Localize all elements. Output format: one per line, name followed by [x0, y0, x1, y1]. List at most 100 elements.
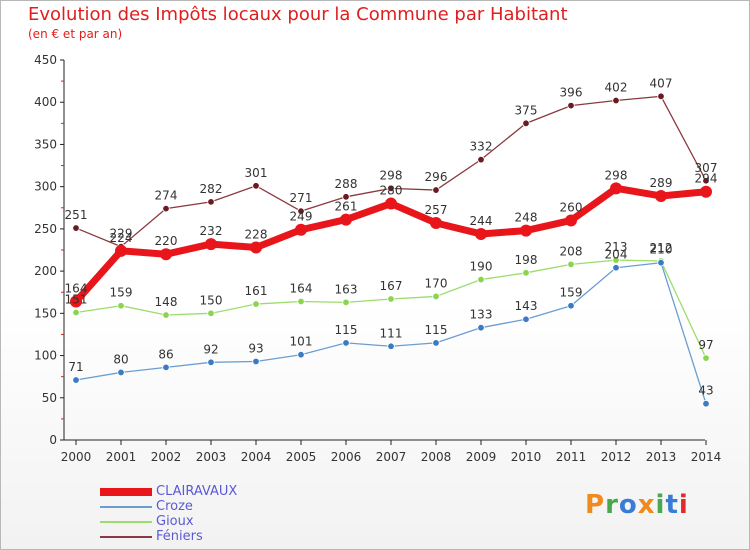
- data-point: [117, 368, 125, 377]
- data-label: 232: [200, 224, 223, 238]
- data-point: [340, 213, 352, 226]
- logo-letter: o: [618, 490, 638, 520]
- x-tick-label: 2014: [691, 450, 722, 464]
- legend-label: Gioux: [156, 514, 194, 529]
- data-point: [160, 248, 172, 261]
- y-tick-label: 300: [34, 180, 57, 194]
- logo-letter: P: [585, 490, 606, 520]
- logo-letter: i: [655, 490, 666, 520]
- legend-swatch: [100, 487, 152, 496]
- data-label: 212: [650, 241, 673, 255]
- legend-label: Féniers: [156, 529, 203, 544]
- data-point: [162, 363, 170, 372]
- data-label: 261: [335, 200, 358, 214]
- data-label: 249: [290, 210, 313, 224]
- x-tick-label: 2001: [106, 450, 137, 464]
- legend-item: CLAIRAVAUX: [100, 484, 237, 499]
- data-point: [477, 323, 485, 332]
- data-label: 228: [245, 227, 268, 241]
- data-label: 97: [698, 338, 713, 352]
- data-point: [387, 184, 395, 193]
- data-label: 101: [290, 335, 313, 349]
- data-label: 244: [470, 214, 493, 228]
- data-point: [117, 302, 125, 310]
- data-label: 115: [335, 323, 358, 337]
- legend-label: Croze: [156, 499, 193, 514]
- logo-letter: x: [637, 490, 656, 520]
- data-point: [342, 298, 350, 307]
- y-tick-label: 450: [34, 53, 57, 67]
- data-point: [565, 214, 577, 227]
- data-point: [522, 315, 530, 323]
- data-point: [162, 311, 170, 319]
- data-point: [387, 342, 395, 350]
- legend-item: Croze: [100, 499, 237, 514]
- data-label: 148: [155, 295, 178, 309]
- data-point: [70, 295, 82, 308]
- chart-legend: CLAIRAVAUX Croze Gioux Féniers: [100, 484, 237, 544]
- x-tick-label: 2000: [61, 450, 92, 464]
- data-label: 396: [560, 86, 583, 100]
- x-tick-label: 2012: [601, 450, 632, 464]
- data-point: [432, 339, 440, 347]
- data-point: [252, 357, 260, 366]
- data-point: [162, 204, 170, 213]
- data-label: 86: [158, 347, 173, 361]
- data-point: [477, 275, 485, 284]
- data-point: [567, 302, 575, 310]
- chart-subtitle: (en € et par an): [28, 27, 123, 41]
- data-point: [522, 119, 530, 128]
- data-label: 332: [470, 140, 493, 154]
- data-point: [475, 227, 487, 240]
- data-label: 71: [68, 360, 83, 374]
- data-label: 248: [515, 211, 538, 225]
- data-label: 301: [245, 166, 268, 180]
- data-label: 280: [380, 184, 403, 198]
- x-tick-label: 2007: [376, 450, 407, 464]
- x-tick-label: 2010: [511, 450, 542, 464]
- data-point: [342, 193, 350, 201]
- data-point: [477, 155, 485, 164]
- legend-swatch: [100, 535, 152, 538]
- data-point: [297, 297, 305, 306]
- data-label: 190: [470, 260, 493, 274]
- data-label: 115: [425, 323, 448, 337]
- data-label: 213: [605, 240, 628, 254]
- legend-label: CLAIRAVAUX: [156, 484, 238, 499]
- data-label: 210: [650, 243, 673, 257]
- data-point: [657, 258, 665, 267]
- data-point: [342, 339, 350, 347]
- data-label: 257: [425, 203, 448, 217]
- x-tick-label: 2002: [151, 450, 182, 464]
- data-label: 111: [380, 326, 403, 340]
- data-label: 161: [245, 284, 268, 298]
- data-point: [72, 308, 80, 317]
- data-point: [612, 256, 620, 264]
- data-point: [250, 241, 262, 254]
- y-tick-label: 0: [49, 433, 57, 447]
- data-label: 163: [335, 282, 358, 296]
- data-point: [387, 295, 395, 303]
- data-label: 80: [113, 352, 128, 366]
- data-point: [567, 101, 575, 110]
- logo-letter: i: [678, 490, 689, 520]
- data-point: [385, 197, 397, 210]
- data-label: 43: [698, 384, 713, 398]
- data-label: 274: [155, 189, 178, 203]
- y-tick-label: 50: [42, 391, 57, 405]
- data-point: [207, 198, 215, 206]
- data-point: [612, 96, 620, 105]
- data-label: 298: [605, 168, 628, 182]
- y-tick-label: 200: [34, 264, 57, 278]
- data-point: [702, 177, 710, 185]
- data-point: [297, 351, 305, 359]
- data-point: [72, 376, 80, 384]
- data-label: 208: [560, 244, 583, 258]
- x-tick-label: 2008: [421, 450, 452, 464]
- logo-letter: r: [605, 490, 619, 520]
- data-label: 220: [155, 234, 178, 248]
- x-tick-label: 2011: [556, 450, 587, 464]
- x-tick-label: 2005: [286, 450, 317, 464]
- data-point: [252, 182, 260, 190]
- data-label: 260: [560, 200, 583, 214]
